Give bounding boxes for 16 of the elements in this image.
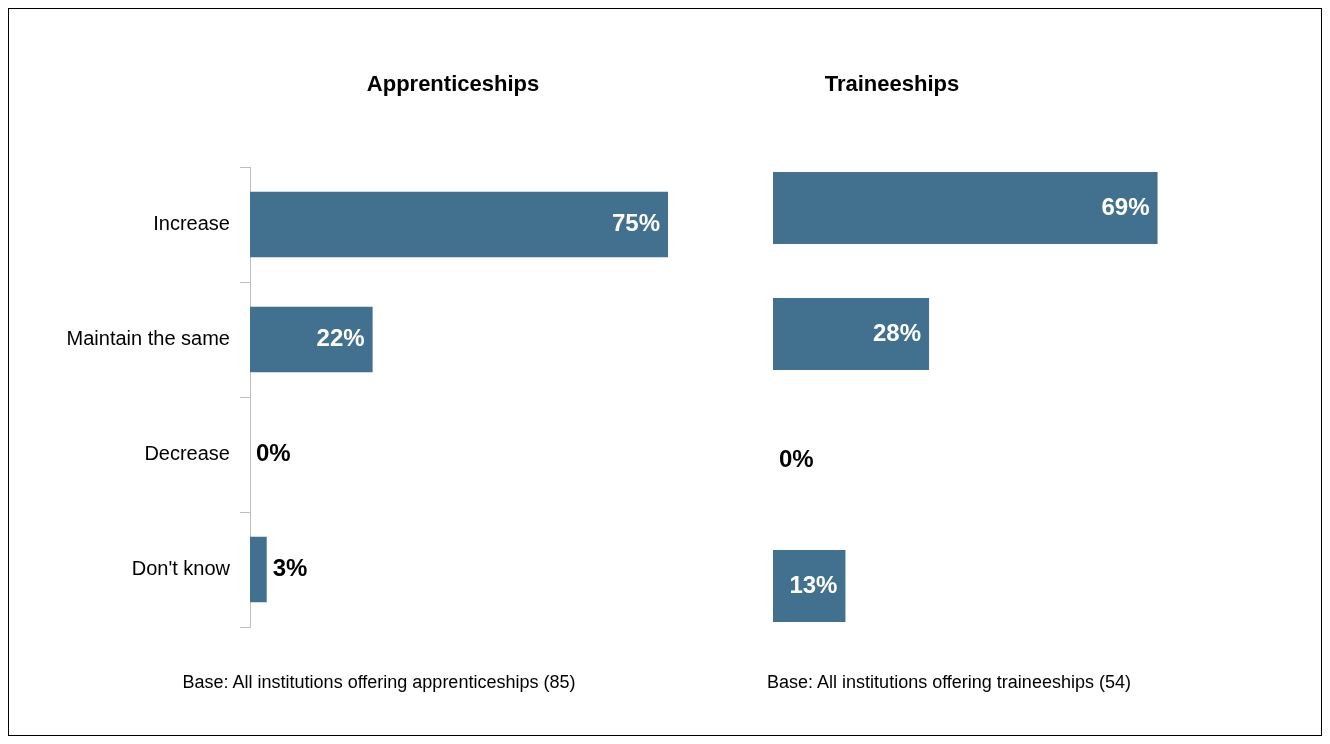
y-tick-label: Increase — [153, 212, 230, 235]
y-tick-label: Maintain the same — [66, 327, 230, 350]
y-tick-label: Decrease — [144, 442, 230, 465]
data-label: 0% — [779, 444, 814, 472]
chart-title: Apprenticeships — [365, 71, 541, 97]
data-label: 3% — [272, 554, 308, 582]
y-tick-label: Don't know — [131, 557, 231, 580]
data-label: 75% — [611, 209, 660, 237]
data-label: 22% — [316, 324, 365, 352]
chart-title: Traineeships — [823, 71, 961, 97]
data-label: 69% — [1101, 192, 1150, 220]
data-label: 0% — [256, 439, 291, 467]
text: Base: All institutions offering traineeships (54) — [766, 672, 1132, 693]
text: Base: All institutions offering apprenticeships (85) — [181, 672, 577, 693]
data-label: 28% — [873, 318, 922, 346]
data-label: 13% — [789, 570, 838, 598]
